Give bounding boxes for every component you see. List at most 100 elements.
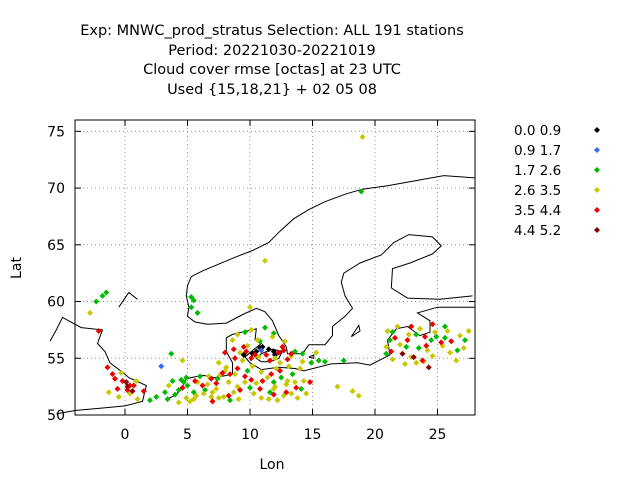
data-point xyxy=(258,368,265,375)
data-point xyxy=(229,337,236,344)
data-point xyxy=(405,331,412,338)
coastline-map xyxy=(49,175,476,415)
data-point xyxy=(258,394,265,401)
data-point xyxy=(248,376,255,383)
legend-marker xyxy=(594,187,600,193)
data-point xyxy=(415,345,422,352)
data-point xyxy=(454,347,461,354)
data-point xyxy=(277,359,283,366)
data-point xyxy=(392,334,398,341)
data-point xyxy=(444,328,451,335)
x-tick-label: 10 xyxy=(241,427,259,443)
data-point xyxy=(410,354,417,361)
data-point xyxy=(389,329,396,336)
data-point xyxy=(279,343,286,350)
data-point xyxy=(284,377,291,384)
data-point xyxy=(429,353,436,359)
coastline xyxy=(255,348,284,363)
data-point xyxy=(112,375,118,382)
legend-marker xyxy=(594,127,600,133)
data-point xyxy=(315,357,322,364)
data-point xyxy=(242,329,248,336)
data-point xyxy=(334,383,341,390)
data-point xyxy=(225,379,232,386)
data-point xyxy=(115,393,122,400)
data-point xyxy=(140,388,147,395)
data-point xyxy=(298,385,305,392)
data-point xyxy=(247,384,253,391)
data-point xyxy=(162,389,168,396)
axis-ticks: 0 5 10 15 20 25 50 55 60 65 70 75 xyxy=(47,120,475,443)
data-point xyxy=(429,321,436,328)
data-point xyxy=(237,349,243,356)
legend-marker xyxy=(594,167,600,173)
data-point xyxy=(234,331,241,338)
data-point xyxy=(262,257,268,264)
data-point xyxy=(230,389,237,396)
y-tick-label: 60 xyxy=(47,295,65,311)
data-point xyxy=(438,339,445,346)
data-point xyxy=(133,377,140,384)
data-point xyxy=(425,364,432,371)
data-point xyxy=(105,389,112,396)
data-point xyxy=(383,343,390,350)
data-point xyxy=(397,341,403,348)
data-point xyxy=(460,345,467,352)
data-point xyxy=(268,371,275,378)
legend-label: 0.9 1.7 xyxy=(514,143,561,159)
data-point xyxy=(355,392,362,399)
coastline xyxy=(187,234,473,355)
data-point xyxy=(383,350,390,357)
data-point xyxy=(208,375,215,382)
data-point xyxy=(237,387,243,394)
x-tick-label: 15 xyxy=(304,427,322,443)
y-tick-label: 75 xyxy=(47,124,65,140)
data-point xyxy=(282,338,288,345)
data-point xyxy=(413,359,420,366)
data-point xyxy=(465,328,472,335)
data-point xyxy=(109,371,116,378)
data-point xyxy=(322,358,328,365)
data-point xyxy=(293,384,300,391)
y-tick-label: 70 xyxy=(47,181,65,197)
data-point xyxy=(267,389,273,396)
data-point xyxy=(190,297,197,304)
data-point xyxy=(103,289,110,296)
data-point xyxy=(399,350,406,357)
data-point xyxy=(297,365,303,372)
data-point xyxy=(428,337,435,344)
data-point xyxy=(187,398,193,405)
data-point xyxy=(404,337,411,344)
data-point xyxy=(272,355,278,362)
chart-title-line-4: Used {15,18,21} + 02 05 08 xyxy=(167,82,377,98)
data-point xyxy=(248,355,255,362)
data-point xyxy=(194,309,201,316)
data-point xyxy=(292,379,298,386)
data-point xyxy=(408,323,415,330)
plot-frame xyxy=(74,119,476,416)
data-point xyxy=(289,371,296,378)
y-tick-label: 50 xyxy=(47,408,65,424)
data-point xyxy=(175,387,182,394)
legend: 0.0 0.9 0.9 1.7 1.7 2.6 2.6 3.5 3.5 4.4 4.4 5… xyxy=(514,123,600,239)
data-point xyxy=(118,370,125,377)
data-point xyxy=(225,392,232,399)
data-point xyxy=(292,348,298,355)
x-tick-label: 20 xyxy=(366,427,384,443)
data-point xyxy=(129,388,136,395)
data-point xyxy=(242,379,248,386)
data-point xyxy=(349,388,356,395)
data-point xyxy=(244,367,251,374)
data-point xyxy=(255,354,262,361)
data-point xyxy=(220,393,227,400)
data-point xyxy=(387,337,393,344)
data-point xyxy=(190,396,197,403)
data-point xyxy=(230,346,237,353)
data-point xyxy=(424,347,431,354)
legend-marker xyxy=(594,147,600,153)
data-point xyxy=(432,329,438,336)
data-point xyxy=(235,396,242,403)
data-point xyxy=(165,382,172,389)
coastline xyxy=(185,175,476,317)
data-point xyxy=(285,363,292,370)
